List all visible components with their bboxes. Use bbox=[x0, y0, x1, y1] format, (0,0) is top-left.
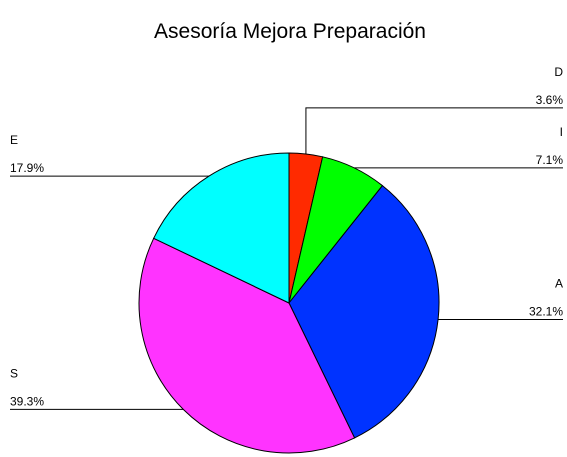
slice-label: A bbox=[555, 276, 563, 290]
value-label: 32.1% bbox=[529, 304, 563, 318]
slice-label: E bbox=[10, 133, 18, 147]
chart-title: Asesoría Mejora Preparación bbox=[154, 20, 426, 43]
slice-label: D bbox=[554, 65, 563, 79]
pie-slice bbox=[138, 237, 356, 454]
slice-label: I bbox=[560, 125, 563, 139]
pie-slice bbox=[153, 152, 290, 304]
leader-line bbox=[305, 107, 563, 154]
value-label: 3.6% bbox=[536, 93, 564, 107]
value-label: 7.1% bbox=[536, 153, 564, 167]
value-label: 17.9% bbox=[10, 161, 44, 175]
slice-label: S bbox=[10, 366, 18, 380]
value-label: 39.3% bbox=[10, 394, 44, 408]
